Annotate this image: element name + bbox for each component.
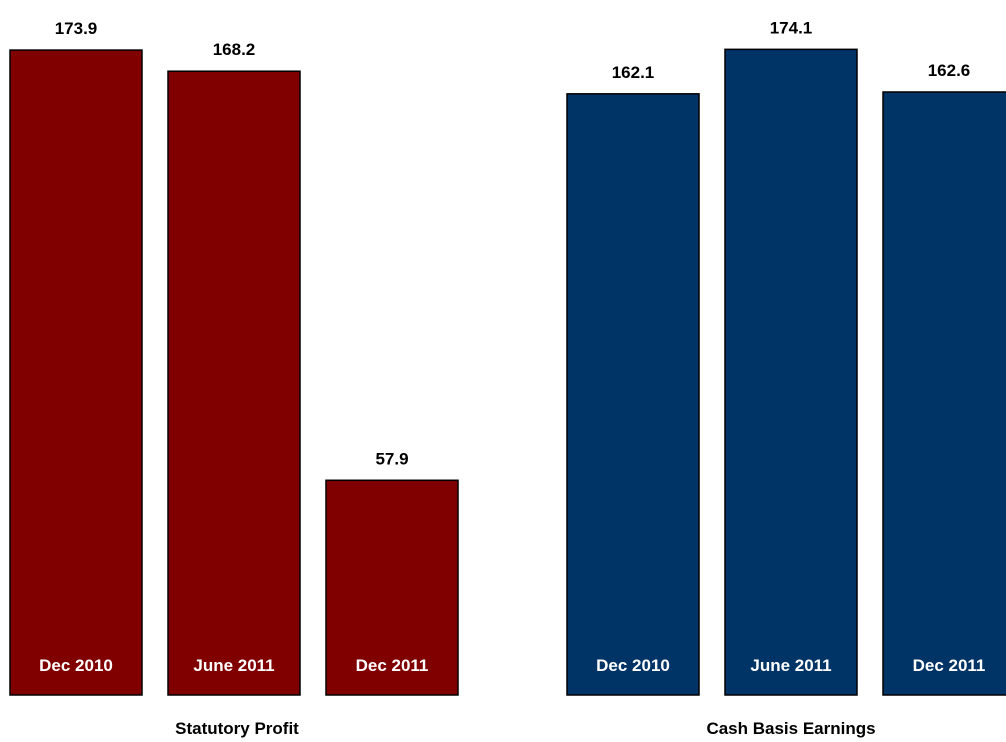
statutory-category-label-2: Dec 2011: [356, 656, 429, 675]
cash-category-label-2: Dec 2011: [913, 656, 986, 675]
statutory-value-label-0: 173.9: [55, 19, 98, 38]
statutory-profit-chart: 173.9 Dec 2010 168.2 June 2011 57.9 Dec 2011 S…: [9, 19, 459, 738]
statutory-bar-1: [167, 70, 301, 696]
cash-bar-1: [724, 48, 858, 696]
cash-bar-0: [566, 93, 700, 696]
cash-chart-title: Cash Basis Earnings: [706, 719, 875, 738]
cash-basis-earnings-chart: 162.1 Dec 2010 174.1 June 2011 162.6 Dec 2011…: [566, 18, 1006, 738]
cash-value-label-1: 174.1: [770, 18, 813, 37]
statutory-chart-title: Statutory Profit: [175, 719, 299, 738]
statutory-category-label-1: June 2011: [193, 656, 274, 675]
statutory-category-label-0: Dec 2010: [39, 656, 113, 675]
cash-value-label-2: 162.6: [928, 61, 971, 80]
statutory-value-label-2: 57.9: [375, 449, 408, 468]
statutory-bar-0: [9, 49, 143, 696]
cash-category-label-1: June 2011: [750, 656, 831, 675]
cash-bar-2: [882, 91, 1006, 696]
cash-category-label-0: Dec 2010: [596, 656, 670, 675]
cash-value-label-0: 162.1: [612, 63, 655, 82]
statutory-value-label-1: 168.2: [213, 40, 256, 59]
statutory-bar-2: [325, 479, 459, 696]
